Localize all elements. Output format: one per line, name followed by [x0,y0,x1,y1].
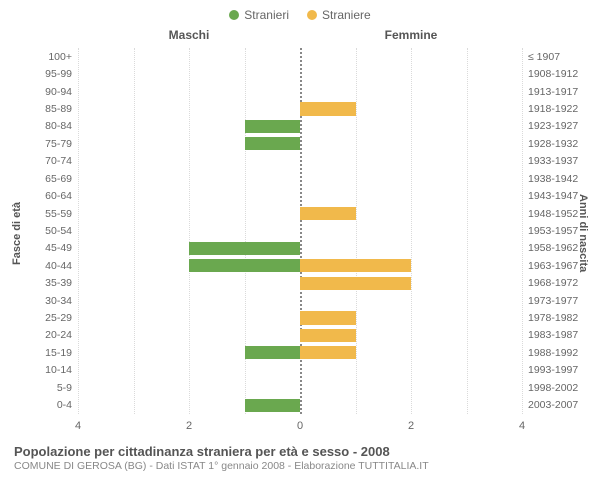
bar-male [245,120,301,133]
birth-tick: 1973-1977 [522,295,588,307]
age-tick: 80-84 [12,120,78,132]
birth-tick: 1943-1947 [522,190,588,202]
age-tick: 50-54 [12,225,78,237]
pyramid-row: 25-29 1978-1982 [12,309,588,326]
birth-tick: 1918-1922 [522,103,588,115]
x-tick: 4 [75,420,81,432]
birth-tick: 1968-1972 [522,277,588,289]
pyramid-row: 75-79 1928-1932 [12,135,588,152]
legend-dot-female [307,10,317,20]
bar-female [300,311,356,324]
pyramid-row: 50-54 1953-1957 [12,222,588,239]
chart-title: Popolazione per cittadinanza straniera p… [14,444,588,459]
pyramid-row: 90-94 1913-1917 [12,83,588,100]
col-title-female: Femmine [300,28,522,46]
bar-male [189,242,300,255]
birth-tick: 1948-1952 [522,208,588,220]
pyramid-row: 40-44 1963-1967 [12,257,588,274]
pyramid-row: 45-49 1958-1962 [12,240,588,257]
age-tick: 55-59 [12,208,78,220]
bar-female [300,259,411,272]
pyramid-row: 80-84 1923-1927 [12,118,588,135]
birth-tick: 1958-1962 [522,242,588,254]
legend-label-female: Straniere [322,8,371,22]
x-axis: 4 2 0 2 4 [78,416,522,438]
legend: Stranieri Straniere [12,8,588,22]
age-tick: 0-4 [12,399,78,411]
birth-tick: 1908-1912 [522,68,588,80]
birth-tick: 1923-1927 [522,120,588,132]
x-tick: 2 [408,420,414,432]
age-tick: 30-34 [12,295,78,307]
age-tick: 10-14 [12,364,78,376]
pyramid-chart: Fasce di età Anni di nascita Maschi Femm… [12,28,588,438]
pyramid-row: 60-64 1943-1947 [12,187,588,204]
pyramid-row: 0-4 2003-2007 [12,396,588,413]
age-tick: 25-29 [12,312,78,324]
pyramid-row: 20-24 1983-1987 [12,327,588,344]
pyramid-row: 10-14 1993-1997 [12,362,588,379]
bar-male [189,259,300,272]
legend-label-male: Stranieri [244,8,289,22]
birth-tick: 1938-1942 [522,173,588,185]
bar-female [300,207,356,220]
bar-female [300,277,411,290]
chart-footer: Popolazione per cittadinanza straniera p… [12,438,588,472]
legend-dot-male [229,10,239,20]
birth-tick: 1933-1937 [522,155,588,167]
bar-male [245,137,301,150]
pyramid-row: 65-69 1938-1942 [12,170,588,187]
legend-item-male: Stranieri [229,8,289,22]
age-tick: 95-99 [12,68,78,80]
pyramid-row: 15-19 1988-1992 [12,344,588,361]
birth-tick: 1988-1992 [522,347,588,359]
col-title-male: Maschi [78,28,300,46]
bar-female [300,346,356,359]
pyramid-row: 95-99 1908-1912 [12,65,588,82]
legend-item-female: Straniere [307,8,371,22]
age-tick: 20-24 [12,329,78,341]
age-tick: 45-49 [12,242,78,254]
pyramid-row: 70-74 1933-1937 [12,153,588,170]
pyramid-row: 30-34 1973-1977 [12,292,588,309]
age-tick: 40-44 [12,260,78,272]
birth-tick: 1913-1917 [522,86,588,98]
bar-female [300,329,356,342]
bar-male [245,346,301,359]
birth-tick: ≤ 1907 [522,51,588,63]
age-tick: 90-94 [12,86,78,98]
bar-male [245,399,301,412]
age-tick: 15-19 [12,347,78,359]
age-tick: 75-79 [12,138,78,150]
birth-tick: 1983-1987 [522,329,588,341]
x-tick: 4 [519,420,525,432]
pyramid-row: 85-89 1918-1922 [12,100,588,117]
birth-tick: 1993-1997 [522,364,588,376]
birth-tick: 1963-1967 [522,260,588,272]
age-tick: 5-9 [12,382,78,394]
pyramid-row: 100+ ≤ 1907 [12,48,588,65]
age-tick: 65-69 [12,173,78,185]
age-tick: 60-64 [12,190,78,202]
chart-subtitle: COMUNE DI GEROSA (BG) - Dati ISTAT 1° ge… [14,460,588,472]
pyramid-rows: 100+ ≤ 1907 95-99 1908-1912 90-94 1913-1917 85… [12,48,588,414]
x-tick: 0 [297,420,303,432]
age-tick: 70-74 [12,155,78,167]
pyramid-row: 35-39 1968-1972 [12,274,588,291]
birth-tick: 1928-1932 [522,138,588,150]
x-tick: 2 [186,420,192,432]
bar-female [300,102,356,115]
birth-tick: 1998-2002 [522,382,588,394]
age-tick: 85-89 [12,103,78,115]
age-tick: 100+ [12,51,78,63]
age-tick: 35-39 [12,277,78,289]
birth-tick: 1953-1957 [522,225,588,237]
pyramid-row: 5-9 1998-2002 [12,379,588,396]
birth-tick: 2003-2007 [522,399,588,411]
birth-tick: 1978-1982 [522,312,588,324]
pyramid-row: 55-59 1948-1952 [12,205,588,222]
